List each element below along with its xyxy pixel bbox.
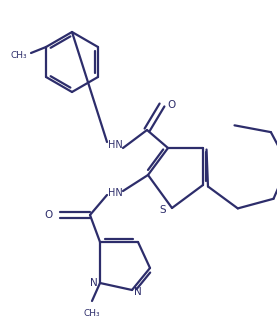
Text: HN: HN (108, 188, 122, 198)
Text: N: N (134, 287, 142, 297)
Text: CH₃: CH₃ (11, 51, 27, 59)
Text: S: S (159, 205, 166, 215)
Text: HN: HN (108, 140, 122, 150)
Text: O: O (167, 100, 175, 110)
Text: CH₃: CH₃ (84, 309, 100, 318)
Text: O: O (45, 210, 53, 220)
Text: N: N (90, 278, 98, 288)
